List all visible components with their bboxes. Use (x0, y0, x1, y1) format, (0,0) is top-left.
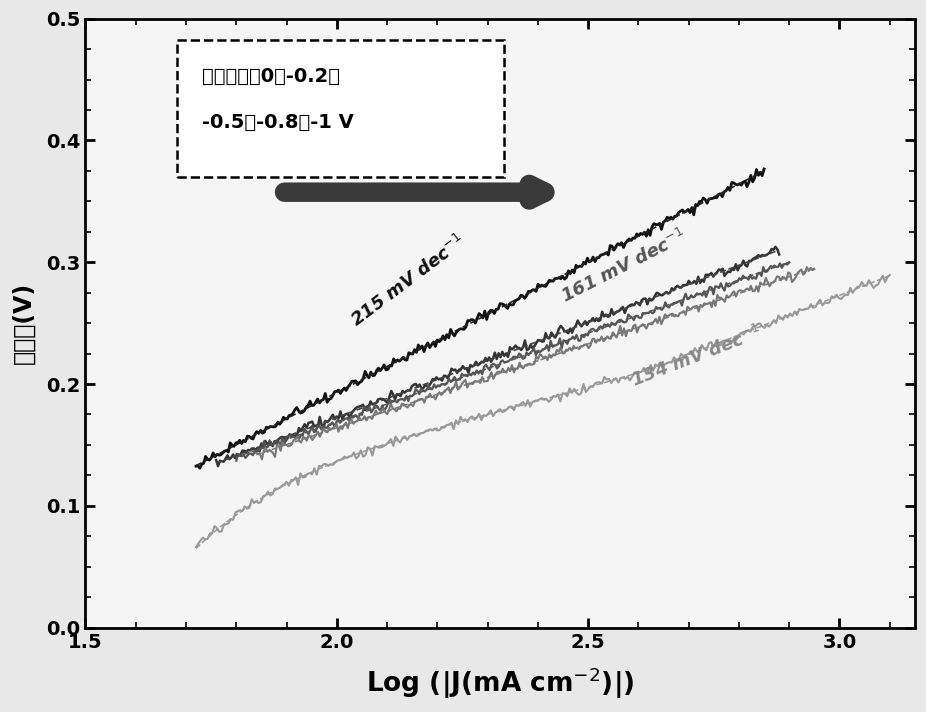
X-axis label: Log (|J(mA cm$^{-2}$)|): Log (|J(mA cm$^{-2}$)|) (366, 666, 634, 701)
Text: 背栊电压：0，-0.2，: 背栊电压：0，-0.2， (202, 68, 340, 86)
Text: 215 mV dec$^{-1}$: 215 mV dec$^{-1}$ (347, 231, 469, 331)
FancyBboxPatch shape (177, 40, 505, 177)
Text: 134 mV dec$^{-1}$: 134 mV dec$^{-1}$ (629, 323, 765, 390)
Text: -0.5，-0.8，-1 V: -0.5，-0.8，-1 V (202, 113, 354, 132)
Y-axis label: 过电势(V): 过电势(V) (11, 282, 35, 364)
Text: 161 mV dec$^{-1}$: 161 mV dec$^{-1}$ (558, 226, 690, 306)
